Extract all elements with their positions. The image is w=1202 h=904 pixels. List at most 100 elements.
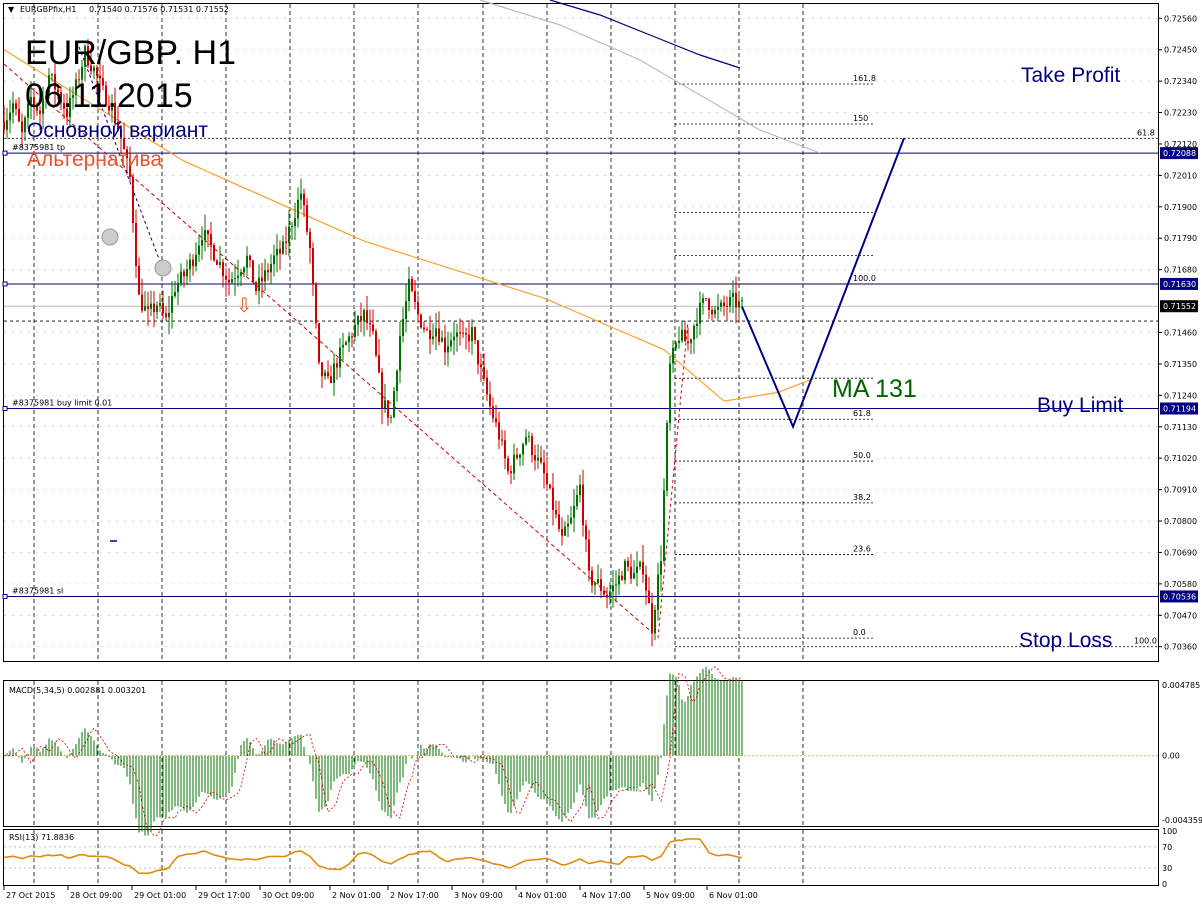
candle-body [144,306,146,311]
candle-body [93,67,95,72]
price-tick-label: 0.72450 [1164,46,1197,55]
candle-body [51,74,53,76]
ma-label: MA 131 [832,375,917,403]
time-tick-label: 29 Oct 01:00 [134,891,186,900]
candle-body [183,271,185,277]
candle-body [213,245,215,261]
candle-body [138,265,140,295]
candle-body [732,292,734,297]
candle-body [264,270,266,282]
candle-body [441,337,443,342]
candle-body [84,46,86,67]
candle-body [708,298,710,311]
candle-body [345,342,347,345]
candle-body [459,332,461,334]
candle-body [582,484,584,526]
candle-body [594,583,596,586]
candle-body [402,318,404,336]
candle-body [312,248,314,285]
candle-body [612,585,614,592]
order-price-box [1160,590,1198,603]
candle-body [273,255,275,265]
order-line-label: #8375981 sl [12,586,63,595]
candle-body [672,347,674,364]
candle-body [90,65,92,72]
time-tick-label: 30 Oct 09:00 [262,891,314,900]
fibo-expansion-label: 61.8 [1137,128,1155,137]
candle-body [195,254,197,267]
candle-body [591,570,593,586]
fibo-level-label: 100.0 [853,274,876,283]
candle-body [411,278,413,292]
candle-body [663,490,665,562]
time-tick-label: 4 Nov 01:00 [518,891,567,900]
candle-body [207,230,209,235]
candle-body [537,457,539,461]
candle-body [129,158,131,178]
candle-body [558,514,560,530]
candle-body [495,418,497,423]
candle-body [171,295,173,313]
candle-body [228,279,230,283]
candle-body [102,78,104,86]
candle-body [18,109,20,122]
price-tick-label: 0.70910 [1164,486,1197,495]
candle-body [39,110,41,114]
candle-body [393,390,395,418]
candle-body [309,231,311,249]
candle-body [351,336,353,338]
candle-body [156,305,158,313]
navy-dotted-line [78,46,164,270]
candle-body [30,96,32,104]
ma131-line [3,49,815,402]
candle-body [54,74,56,90]
candle-body [420,314,422,328]
candle-body [522,444,524,455]
candle-body [357,316,359,325]
candle-body [492,406,494,419]
time-tick-label: 29 Oct 17:00 [198,891,250,900]
candle-body [621,575,623,581]
candle-body [624,560,626,581]
candle-body [552,487,554,511]
candle-body [699,302,701,324]
candle-body [729,296,731,307]
candle-body [609,591,611,598]
candle-body [267,270,269,273]
candle-body [456,332,458,337]
candle-body [615,584,617,586]
order-line-handle [2,150,8,156]
fibo-level-label: 50.0 [853,451,871,460]
ma131-polyline [3,49,815,402]
candle-body [567,523,569,527]
candle-body [192,259,194,267]
candle-body [279,248,281,254]
header-expand-icon[interactable]: ▼ [8,5,15,14]
candle-body [366,310,368,323]
rsi-axis: 100 70 30 0 [1162,827,1177,889]
candle-body [231,279,233,283]
candle-body [261,277,263,282]
candle-body [174,291,176,296]
macd-tick-label: 0.004785 [1162,681,1200,690]
candle-body [282,241,284,254]
circle-marker [101,228,119,246]
price-axis: 0.725600.724500.723400.722300.721200.720… [1158,14,1197,652]
candle-body [630,566,632,579]
rsi-polyline [3,838,743,875]
candle-body [57,89,59,93]
candle-body [507,458,509,472]
alternative-dashed-line [3,63,653,633]
candle-body [360,316,362,321]
candle-body [33,96,35,106]
order-line-handle [2,405,8,411]
candle-body [417,301,419,315]
candle-body [513,454,515,474]
candle-body [666,422,668,491]
order-line-handle [2,593,8,599]
price-tick-label: 0.71130 [1164,423,1197,432]
candle-body [633,573,635,579]
candle-body [153,303,155,313]
alternative-scenario [3,46,689,639]
